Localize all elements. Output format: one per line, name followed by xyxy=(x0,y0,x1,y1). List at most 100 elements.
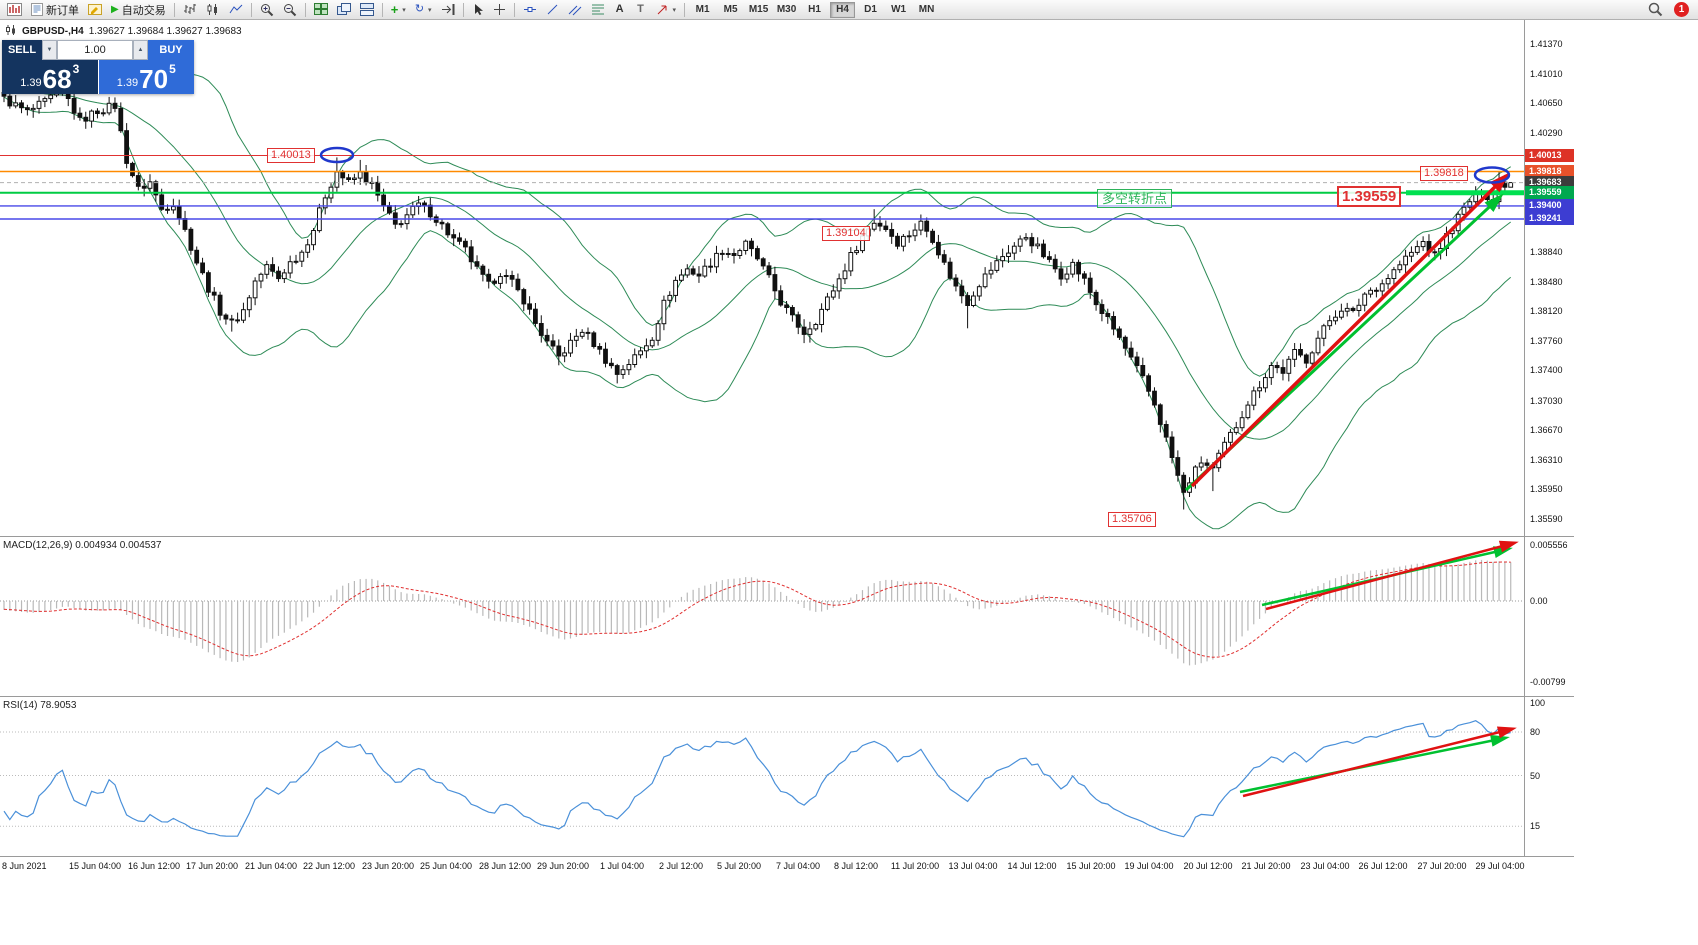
search-button[interactable] xyxy=(1644,1,1667,19)
time-axis-label: 8 Jun 2021 xyxy=(2,861,47,871)
resistance-label-1-39818[interactable]: 1.39818 xyxy=(1420,166,1468,181)
time-axis-label: 25 Jun 04:00 xyxy=(419,861,473,871)
new-order-icon xyxy=(31,3,43,16)
price-axis-tick: 1.41010 xyxy=(1530,69,1563,79)
price-axis-tick: 1.37760 xyxy=(1530,336,1563,346)
chart-shift-button[interactable] xyxy=(437,1,459,19)
timeframe-m5-button[interactable]: M5 xyxy=(723,4,738,15)
bid-ask-display: 1.39 68 3 1.39 70 5 xyxy=(2,60,194,94)
chevron-down-icon: ▼ xyxy=(46,47,53,53)
low-label-1-35706[interactable]: 1.35706 xyxy=(1108,512,1156,527)
timeframe-h4-button[interactable]: H4 xyxy=(830,1,856,18)
text-button[interactable]: A xyxy=(610,1,630,19)
sell-button[interactable]: SELL xyxy=(2,40,42,60)
bid-prefix: 1.39 xyxy=(20,77,42,89)
channel-button[interactable] xyxy=(564,1,586,19)
trendline-button[interactable] xyxy=(542,1,563,19)
timeframe-m1-button[interactable]: M1 xyxy=(695,4,710,15)
panel-separator[interactable] xyxy=(0,696,1574,697)
arrange-windows-button[interactable] xyxy=(356,1,378,19)
ask-prefix: 1.39 xyxy=(116,77,139,89)
text-label-button[interactable]: T xyxy=(631,1,651,19)
time-axis-label: 26 Jul 12:00 xyxy=(1358,861,1408,871)
time-axis-label: 29 Jun 20:00 xyxy=(536,861,590,871)
bid-price[interactable]: 1.39 68 3 xyxy=(2,60,99,94)
time-axis-label: 21 Jul 20:00 xyxy=(1241,861,1291,871)
metaeditor-icon xyxy=(88,3,102,16)
zoom-out-button[interactable] xyxy=(279,1,301,19)
panel-separator[interactable] xyxy=(0,536,1574,537)
periods-button[interactable]: ↻ ▾ xyxy=(411,1,436,19)
pivot-label-1-39559[interactable]: 1.39559 xyxy=(1337,186,1402,207)
arrows-button[interactable]: ▾ xyxy=(652,1,681,19)
cascade-windows-button[interactable] xyxy=(333,1,355,19)
price-tag-1-39683: 1.39683 xyxy=(1525,176,1574,189)
price-tag-1-40013: 1.40013 xyxy=(1525,149,1574,162)
time-axis-label: 8 Jul 12:00 xyxy=(833,861,879,871)
notification-badge[interactable]: 1 xyxy=(1674,2,1689,17)
periods-icon: ↻ xyxy=(414,3,425,15)
timeframe-h1-button[interactable]: H1 xyxy=(808,4,821,15)
timeframe-mn-button[interactable]: MN xyxy=(918,4,935,15)
crosshair-button[interactable] xyxy=(489,1,510,19)
time-axis-label: 15 Jul 20:00 xyxy=(1066,861,1116,871)
price-axis[interactable] xyxy=(1524,20,1574,875)
macd-axis-tick: -0.00799 xyxy=(1530,677,1566,687)
chevron-down-icon: ▾ xyxy=(672,6,677,14)
cursor-button[interactable] xyxy=(468,1,488,19)
turning-point-label[interactable]: 多空转折点 xyxy=(1097,189,1173,208)
toolbar-separator xyxy=(381,2,383,17)
price-axis-tick: 1.35590 xyxy=(1530,514,1563,524)
new-order-label: 新订单 xyxy=(46,4,79,17)
rsi-panel-canvas[interactable] xyxy=(0,697,1524,856)
volume-decrease-button[interactable]: ▼ xyxy=(42,40,57,60)
price-axis-tick: 1.38840 xyxy=(1530,247,1563,257)
timeframe-m30-button[interactable]: M30 xyxy=(776,4,797,15)
tile-windows-button[interactable] xyxy=(310,1,332,19)
fibonacci-button[interactable] xyxy=(587,1,609,19)
zoom-in-button[interactable] xyxy=(256,1,278,19)
tile-windows-icon xyxy=(313,3,328,16)
bar-chart-button[interactable] xyxy=(179,1,201,19)
new-chart-button[interactable] xyxy=(3,1,26,19)
ask-price[interactable]: 1.39 70 5 xyxy=(98,60,194,94)
horizontal-line-icon xyxy=(523,3,537,16)
chart-shift-icon xyxy=(441,3,455,16)
timeframe-m15-button[interactable]: M15 xyxy=(748,4,769,15)
candle-chart-icon xyxy=(206,3,220,16)
main-chart-canvas[interactable] xyxy=(0,20,1524,536)
arrange-windows-icon xyxy=(359,3,374,16)
time-axis-label: 23 Jun 20:00 xyxy=(361,861,415,871)
cascade-windows-icon xyxy=(336,3,351,16)
autotrading-label: 自动交易 xyxy=(121,4,166,17)
macd-panel-canvas[interactable] xyxy=(0,537,1524,696)
metaeditor-button[interactable] xyxy=(84,1,106,19)
price-axis-tick: 1.36310 xyxy=(1530,455,1563,465)
new-order-button[interactable]: 新订单 xyxy=(27,1,83,19)
new-chart-icon xyxy=(7,3,22,16)
timeframe-w1-button[interactable]: W1 xyxy=(891,4,907,15)
horizontal-line-button[interactable] xyxy=(519,1,541,19)
resistance-label-1-40013[interactable]: 1.40013 xyxy=(267,148,315,163)
chevron-down-icon: ▾ xyxy=(402,6,406,14)
support-label-1-39104[interactable]: 1.39104 xyxy=(822,226,870,241)
price-axis-tick: 1.38120 xyxy=(1530,306,1563,316)
candle-chart-button[interactable] xyxy=(202,1,224,19)
line-chart-icon xyxy=(229,3,243,16)
indicators-button[interactable]: + ▾ xyxy=(387,1,410,19)
timeframe-d1-button[interactable]: D1 xyxy=(864,4,877,15)
autotrading-button[interactable]: ▶ 自动交易 xyxy=(107,1,170,19)
time-axis-label: 2 Jul 12:00 xyxy=(658,861,704,871)
price-tag-1-39559: 1.39559 xyxy=(1525,186,1574,199)
volume-input[interactable] xyxy=(57,40,133,60)
ask-pip-digit: 5 xyxy=(169,62,176,76)
time-axis-label: 19 Jul 04:00 xyxy=(1124,861,1174,871)
buy-button[interactable]: BUY xyxy=(148,40,194,60)
volume-increase-button[interactable]: ▲ xyxy=(133,40,148,60)
time-axis[interactable]: 8 Jun 2021 15 Jun 04:00 16 Jun 12:00 17 Jun… xyxy=(0,857,1574,875)
line-chart-button[interactable] xyxy=(225,1,247,19)
panel-separator[interactable] xyxy=(0,856,1574,857)
rsi-axis-tick: 100 xyxy=(1530,698,1546,708)
time-axis-label: 11 Jul 20:00 xyxy=(890,861,940,871)
price-axis-tick: 1.41370 xyxy=(1530,39,1563,49)
